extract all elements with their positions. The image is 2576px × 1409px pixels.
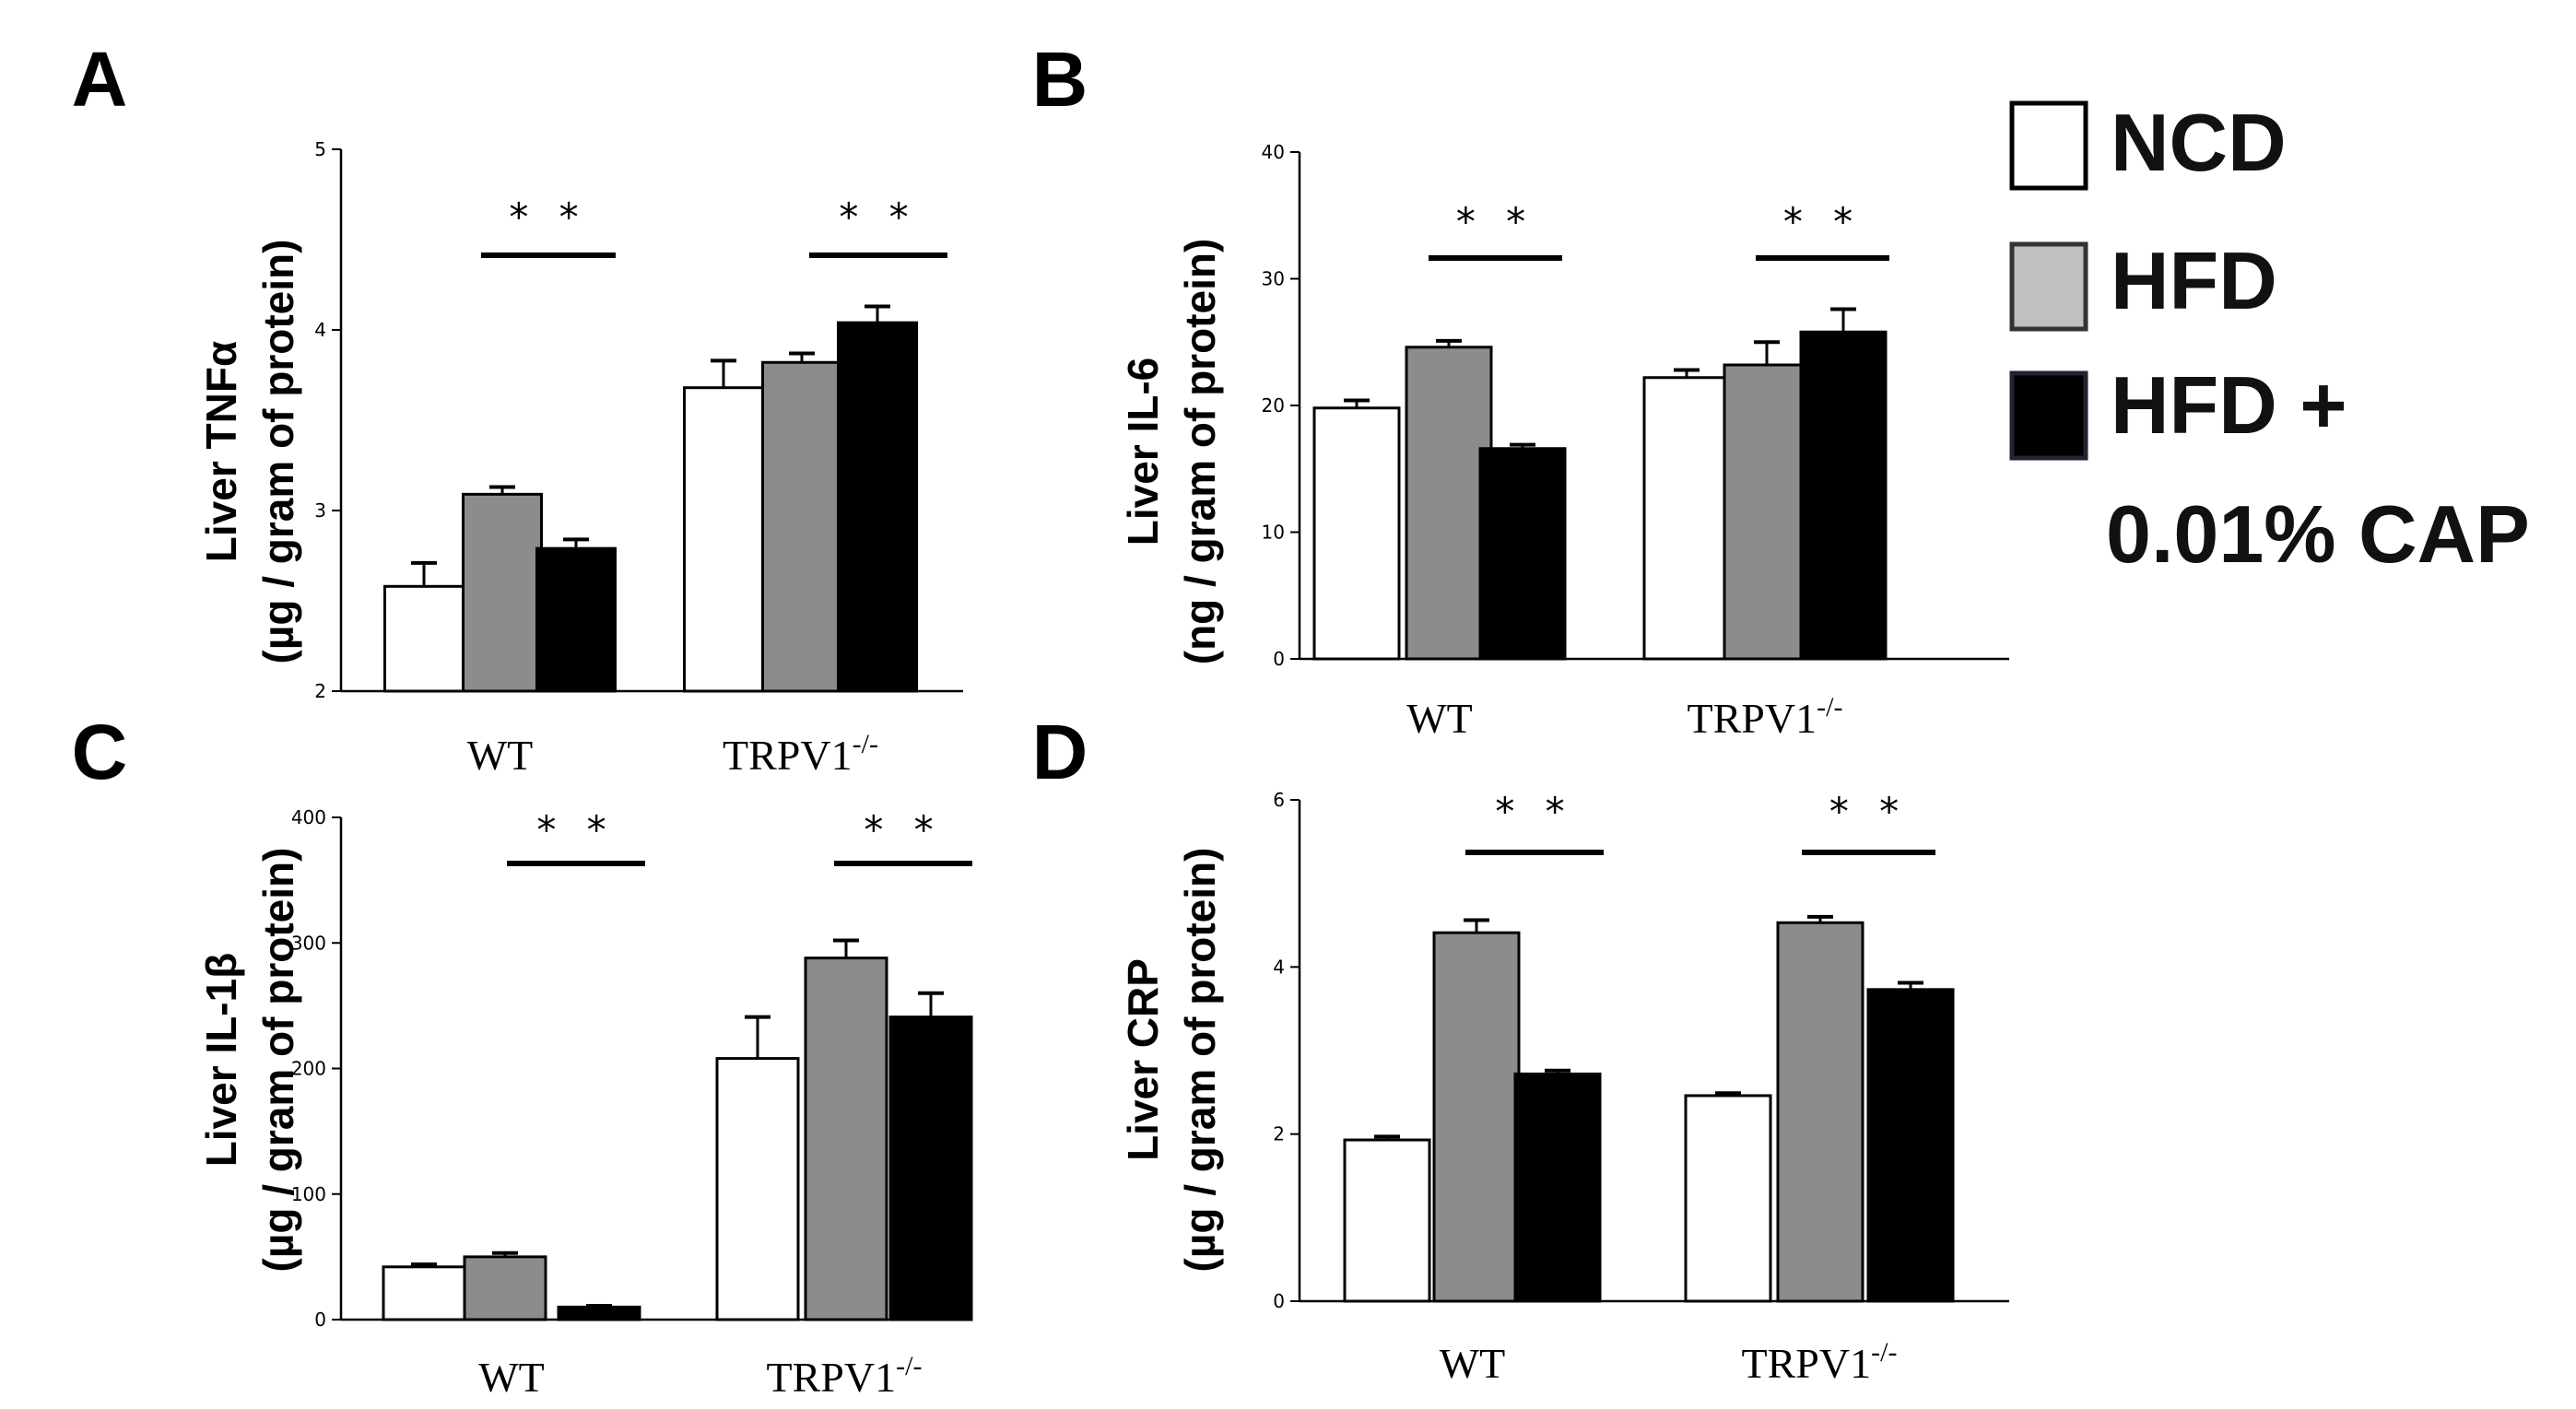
y-tick-label: 20 xyxy=(1262,394,1285,417)
significance-stars: * * xyxy=(1783,199,1862,244)
bar-ncd-trpv1 xyxy=(683,386,764,693)
bar-hfd-0-01-cap-wt xyxy=(1478,447,1567,661)
y-axis-label-line2: (ng / gram of protein) xyxy=(1176,239,1224,665)
bar-hfd-0-01-cap-trpv1 xyxy=(1866,988,1955,1303)
significance-stars: * * xyxy=(864,807,942,852)
bar-ncd-trpv1 xyxy=(1684,1094,1772,1303)
chart-panel-d: D Liver CRP (µg / gram of protein) 0 2 4 6 * * *… xyxy=(1032,709,2009,1387)
x-category-label: TRPV1-/- xyxy=(767,1351,923,1401)
bar-hfd-wt xyxy=(463,1255,547,1321)
x-category-text: WT xyxy=(1440,1340,1506,1387)
y-tick-label: 100 xyxy=(291,1183,326,1205)
y-axis-label: Liver CRP (µg / gram of protein) xyxy=(1119,848,1224,1273)
bar-hfd-trpv1 xyxy=(804,957,888,1321)
x-category-label: WT xyxy=(467,732,534,779)
bar-hfd-0-01-cap-wt xyxy=(535,546,617,693)
y-axis-label-line1: Liver IL-6 xyxy=(1119,358,1167,546)
y-tick-label: 0 xyxy=(314,1309,326,1331)
x-category-text: WT xyxy=(1406,695,1473,742)
significance-stars: * * xyxy=(1495,789,1573,834)
legend-label: HFD + xyxy=(2111,359,2347,451)
x-category-superscript: -/- xyxy=(896,1351,922,1381)
x-category-superscript: -/- xyxy=(1817,692,1842,722)
legend-label: 0.01% CAP xyxy=(2106,488,2530,580)
y-tick-label: 2 xyxy=(314,680,326,702)
bar-ncd-wt xyxy=(1343,1138,1431,1303)
bar-hfd-trpv1 xyxy=(1723,363,1811,661)
significance-stars: * * xyxy=(536,807,615,852)
y-axis-label-line1: Liver CRP xyxy=(1119,958,1167,1161)
y-axis-label-line1: Liver TNFα xyxy=(197,341,245,562)
panel-letter: A xyxy=(72,36,128,123)
y-tick-label: 0 xyxy=(1273,1290,1285,1312)
bar-hfd-trpv1 xyxy=(1776,921,1864,1303)
significance-stars: * * xyxy=(1456,199,1535,244)
y-tick-label: 40 xyxy=(1262,141,1285,163)
x-category-label: WT xyxy=(1440,1340,1506,1387)
y-tick-label: 4 xyxy=(1273,956,1285,978)
x-category-text: WT xyxy=(478,1354,545,1401)
bar-hfd-0-01-cap-wt xyxy=(1513,1072,1602,1303)
panel-letter: C xyxy=(72,709,128,795)
y-axis-label-line2: (µg / gram of protein) xyxy=(254,848,302,1273)
y-axis-label-line2: (µg / gram of protein) xyxy=(254,240,302,664)
bar-ncd-wt xyxy=(1312,406,1401,661)
legend-swatch-hfd xyxy=(2009,241,2088,332)
bar-ncd-wt xyxy=(382,1265,466,1321)
chart-panel-a: A Liver TNFα (µg / gram of protein) 2 3 4 5 * *… xyxy=(72,36,963,779)
significance-stars: * * xyxy=(839,194,917,240)
x-category-label: TRPV1-/- xyxy=(1742,1337,1898,1387)
y-tick-label: 6 xyxy=(1273,789,1285,811)
legend-label: HFD xyxy=(2111,235,2277,326)
legend-swatch-ncd xyxy=(2009,100,2088,191)
bar-hfd-0-01-cap-trpv1 xyxy=(837,321,918,693)
y-axis-label: Liver IL-6 (ng / gram of protein) xyxy=(1119,239,1224,665)
y-tick-label: 400 xyxy=(291,806,326,828)
x-category-text: TRPV1 xyxy=(1742,1340,1872,1387)
x-category-label: WT xyxy=(478,1354,545,1401)
chart-panel-c: C Liver IL-1β (µg / gram of protein) 0 100 20… xyxy=(72,709,973,1401)
panel-letter: D xyxy=(1032,709,1088,795)
bar-hfd-0-01-cap-trpv1 xyxy=(1799,330,1888,661)
y-axis-label-line2: (µg / gram of protein) xyxy=(1176,848,1224,1273)
x-category-label: TRPV1-/- xyxy=(723,729,878,779)
y-tick-label: 200 xyxy=(291,1058,326,1080)
y-tick-label: 5 xyxy=(314,138,326,160)
y-axis-label: Liver IL-1β (µg / gram of protein) xyxy=(197,848,302,1273)
significance-stars: * * xyxy=(1829,789,1908,834)
bar-hfd-wt xyxy=(1405,346,1493,661)
y-tick-label: 30 xyxy=(1262,268,1285,290)
bar-hfd-0-01-cap-wt xyxy=(557,1305,641,1321)
bar-hfd-0-01-cap-trpv1 xyxy=(888,1016,973,1321)
chart-panel-b: B Liver IL-6 (ng / gram of protein) 0 10 20 30… xyxy=(1032,36,2009,742)
significance-stars: * * xyxy=(509,194,587,240)
x-category-label: TRPV1-/- xyxy=(1688,692,1843,742)
x-category-text: TRPV1 xyxy=(1688,695,1817,742)
y-tick-label: 4 xyxy=(314,319,326,341)
y-tick-label: 10 xyxy=(1262,522,1285,544)
bar-ncd-trpv1 xyxy=(1642,376,1731,661)
bar-hfd-wt xyxy=(462,492,543,693)
y-tick-label: 2 xyxy=(1273,1123,1285,1145)
panel-letter: B xyxy=(1032,36,1088,123)
x-category-superscript: -/- xyxy=(1871,1337,1897,1368)
y-tick-label: 3 xyxy=(314,499,326,522)
x-category-superscript: -/- xyxy=(853,729,878,759)
y-tick-label: 300 xyxy=(291,932,326,954)
bar-hfd-trpv1 xyxy=(761,360,842,693)
x-category-text: TRPV1 xyxy=(723,732,853,779)
bar-hfd-wt xyxy=(1432,931,1521,1303)
bar-ncd-trpv1 xyxy=(715,1057,800,1321)
x-category-label: WT xyxy=(1406,695,1473,742)
legend-label: NCD xyxy=(2111,97,2287,188)
x-category-text: TRPV1 xyxy=(767,1354,897,1401)
legend: NCD HFD HFD + 0.01% CAP xyxy=(2009,97,2530,580)
y-tick-label: 0 xyxy=(1273,648,1285,670)
y-axis-label-line1: Liver IL-1β xyxy=(197,953,245,1168)
legend-swatch-hfd-cap xyxy=(2009,370,2088,461)
x-category-text: WT xyxy=(467,732,534,779)
bar-ncd-wt xyxy=(383,584,465,693)
y-axis-label: Liver TNFα (µg / gram of protein) xyxy=(197,240,302,664)
